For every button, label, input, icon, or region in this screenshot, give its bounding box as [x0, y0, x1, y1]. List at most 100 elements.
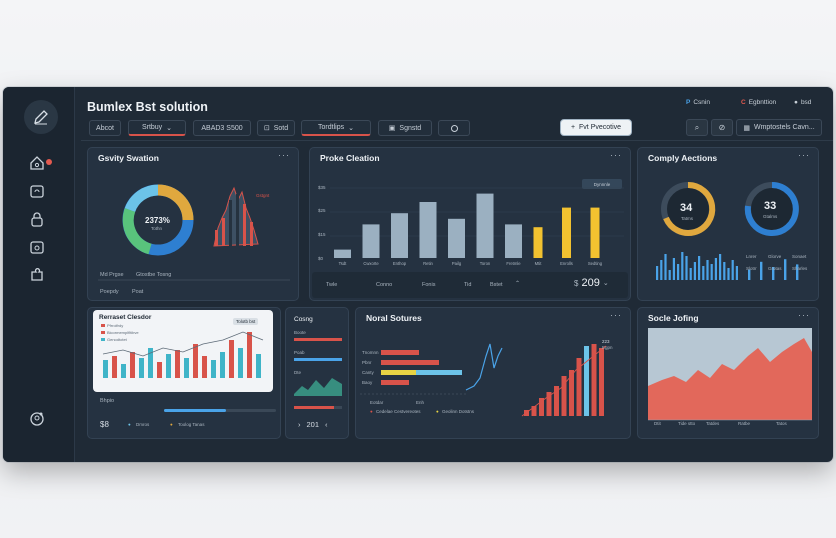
pencil-icon: [34, 110, 48, 125]
legend-6: Sharles: [792, 266, 808, 271]
light-bar: [229, 340, 234, 378]
legend-label-2: Toolog Tanas: [178, 422, 205, 427]
vertical-bar: [599, 348, 604, 416]
row-label-1: Tnomnn: [362, 350, 379, 355]
profile-nav-button[interactable]: [27, 409, 47, 429]
chevron-down-icon[interactable]: ⌄: [602, 280, 609, 287]
settings-nav-button[interactable]: [27, 265, 47, 285]
footer-label-2: Gtostbe Tosng: [136, 272, 172, 278]
mini-bar-right: [760, 261, 763, 280]
sidebar: [3, 87, 75, 462]
hbar-3b: [416, 370, 462, 375]
legend-swatch: [101, 324, 105, 327]
lock-nav-button[interactable]: [27, 209, 47, 229]
toolbar-item-1[interactable]: Abcot: [89, 120, 121, 136]
more-menu-icon[interactable]: ···: [610, 150, 622, 160]
topright-status-1[interactable]: P Csnin: [686, 99, 710, 106]
toolbar-circle-button[interactable]: [438, 120, 470, 136]
mini-side-card: Cosng Boote Poab Dte › 201 ‹: [285, 307, 349, 439]
mini-bar: [677, 264, 680, 280]
attach-button[interactable]: ⊘: [711, 119, 733, 136]
mini-bar: [710, 264, 713, 280]
footer-label-2: Conno: [376, 282, 393, 288]
bar-Tsdt: [334, 249, 351, 258]
bar-Retin: [419, 202, 437, 258]
lock-icon: [31, 212, 43, 227]
home-icon: [30, 156, 44, 170]
mini-bar-right: [748, 269, 751, 280]
mini-bar-right: [784, 259, 787, 280]
edit-logo-button[interactable]: [24, 100, 58, 134]
card-title: Gsvity Swation: [98, 153, 159, 163]
mini-bar: [714, 258, 717, 280]
x-label-3: Tatdes: [706, 421, 720, 426]
dollar-icon: $: [574, 278, 579, 288]
legend-marker-1: ●: [370, 409, 373, 414]
footer-label-1: Md Prgse: [100, 272, 124, 278]
mini-row-label-3: Dte: [294, 370, 302, 375]
footer-label-1: Twle: [326, 282, 338, 288]
mini-bar: [731, 260, 734, 280]
reports-nav-button[interactable]: [27, 237, 47, 257]
toolbar-dropdown-1[interactable]: Srtbuy ⌄: [128, 120, 186, 136]
noral-card: Noral Sotures ··· Tnomnn Pbnr Canty Baoy…: [355, 307, 631, 439]
cumulative-line: [521, 345, 607, 417]
mini-progress-2-fill: [294, 358, 342, 361]
mini-bar: [681, 252, 684, 280]
toolbar-item-6[interactable]: ▣ Sgnstd: [378, 120, 432, 136]
topright-status-2[interactable]: C Egbnttion: [741, 99, 777, 106]
toolbar-dropdown-2[interactable]: Tordtlips ⌄: [301, 120, 371, 136]
x-tick-label: Mtit: [535, 261, 543, 266]
workspace-button[interactable]: ▦ Wmptostels Cavn...: [736, 119, 822, 136]
bar-Mtit: [533, 227, 543, 258]
legend-2: Glorve: [768, 254, 782, 259]
toolbar-label: Abcot: [96, 124, 114, 132]
legend-3: Sonaet: [792, 254, 807, 259]
more-menu-icon[interactable]: ···: [798, 310, 810, 320]
donut-value: 2373%: [145, 216, 170, 225]
primary-action-button[interactable]: + Fvt Pvecotive: [560, 119, 632, 136]
topright-status-3[interactable]: ● bsd: [794, 99, 812, 106]
card-title: Socle Jofing: [648, 313, 699, 323]
chevron-right-icon[interactable]: ›: [298, 420, 301, 429]
x-tick-label: Sedting: [588, 261, 603, 266]
x-label-1: Dtit: [654, 421, 661, 426]
chart-badge[interactable]: Dynnnle: [582, 179, 622, 189]
mini-bar: [664, 254, 667, 280]
comply-card: Comply Aections ··· 34 Tatms 33 Gtalms L…: [637, 147, 819, 301]
light-bar: [112, 356, 117, 378]
legend-label-1: Cedelae Cestvereotes: [376, 409, 421, 414]
analytics-nav-button[interactable]: [27, 181, 47, 201]
legend-4: Slotrr: [746, 266, 757, 271]
light-card-badge: Tolotb bst: [233, 318, 259, 325]
legend-marker-2: ●: [170, 422, 173, 427]
y-label-4: $0: [318, 256, 324, 261]
toolbar-label: Sotd: [273, 124, 289, 132]
more-menu-icon[interactable]: ···: [610, 310, 622, 320]
social-card: Socle Jofing ··· Dtit Tide stto Tatdes R…: [637, 307, 819, 439]
search-button[interactable]: ⌕: [686, 119, 708, 136]
chevron-left-icon[interactable]: ‹: [325, 420, 328, 429]
grid-icon: ▦: [743, 124, 750, 132]
more-menu-icon[interactable]: ···: [278, 150, 290, 160]
toolbar-item-4[interactable]: ⊡ Sotd: [257, 120, 295, 136]
mini-bar: [698, 256, 701, 280]
gravity-card: Gsvity Swation ··· 2373% Tothn Gstgnt: [87, 147, 299, 301]
gauge-1-value: 34: [680, 202, 693, 214]
vertical-bar: [546, 392, 552, 416]
axis-label: Eotdar: [370, 400, 384, 405]
x-label-5: Tatos: [776, 421, 787, 426]
vertical-bar: [569, 370, 574, 416]
more-menu-icon[interactable]: ···: [798, 150, 810, 160]
home-nav-button[interactable]: [27, 153, 47, 173]
legend-marker-1: ●: [128, 422, 131, 427]
donut-chart: [122, 184, 194, 256]
gauge-1: [661, 181, 716, 236]
trend-line: [465, 343, 503, 391]
legend-label-1: Dmros: [136, 422, 150, 427]
chevron-up-icon[interactable]: ⌃: [515, 281, 521, 287]
toolbar-item-3[interactable]: ABAD3 S500: [193, 120, 251, 136]
paperclip-icon: ⊘: [718, 123, 726, 132]
x-tick-label: Tsdt: [339, 261, 348, 266]
x-tick-label: Enthop: [393, 261, 407, 266]
